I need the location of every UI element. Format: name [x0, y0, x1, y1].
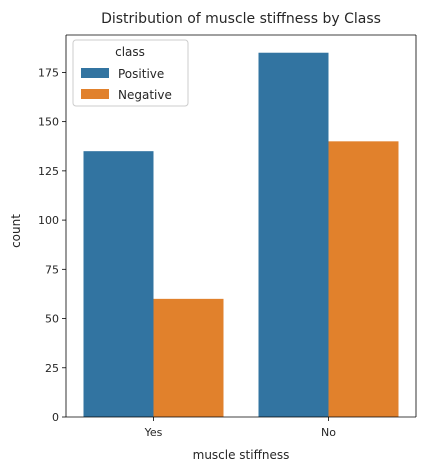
x-tick-label: No — [321, 426, 336, 439]
y-axis-label: count — [9, 214, 23, 248]
legend-title: class — [115, 45, 145, 59]
y-tick-label: 0 — [52, 411, 59, 424]
axes-layer: 0 25 50 75 100 125 150 175 Yes No — [38, 34, 417, 439]
y-tick-label: 100 — [38, 214, 59, 227]
y-tick-label: 150 — [38, 116, 59, 129]
legend-swatch-negative — [81, 89, 109, 99]
y-tick-label: 125 — [38, 165, 59, 178]
legend-swatch-positive — [81, 68, 109, 78]
y-tick-label: 25 — [45, 362, 59, 375]
x-axis-label: muscle stiffness — [193, 448, 290, 462]
y-tick-label: 50 — [45, 313, 59, 326]
chart-title: Distribution of muscle stiffness by Clas… — [101, 11, 381, 27]
x-tick-label: Yes — [144, 426, 163, 439]
bar-positive-no — [258, 52, 329, 417]
y-tick-label: 75 — [45, 263, 59, 276]
legend: class Positive Negative — [72, 39, 189, 107]
bar-negative-yes — [153, 298, 224, 417]
bar-negative-no — [328, 141, 399, 417]
y-tick-label: 175 — [38, 66, 59, 79]
bars-layer — [83, 52, 399, 417]
legend-entry-negative: Negative — [118, 88, 172, 102]
legend-entry-positive: Positive — [118, 67, 164, 81]
bar-positive-yes — [83, 151, 154, 417]
